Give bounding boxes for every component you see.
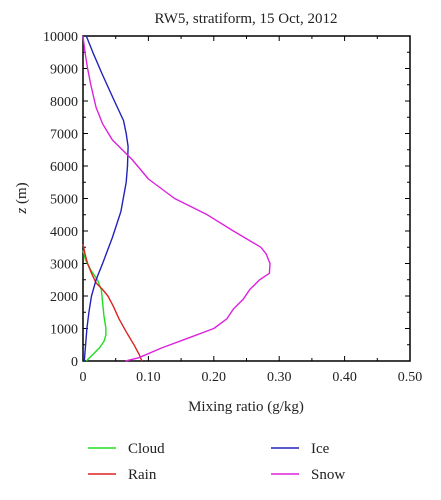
- y-axis-ticks: 0 1000 2000 3000 4000 5000 6000 7000 8000 9000 100…: [43, 30, 410, 370]
- x-tick-label: 0.10: [136, 370, 161, 385]
- series-line-rain: [82, 243, 143, 362]
- y-tick-label: 4000: [50, 225, 78, 240]
- y-axis-label-var: z: [14, 208, 30, 215]
- legend-label-snow: Snow: [311, 467, 345, 483]
- legend-label-cloud: Cloud: [128, 441, 165, 457]
- series-line-snow: [82, 35, 271, 362]
- series-lines: [82, 35, 271, 362]
- series-line-cloud: [82, 250, 107, 362]
- x-tick-label: 0.40: [332, 370, 357, 385]
- y-tick-label: 6000: [50, 160, 78, 175]
- y-axis-label-unit: (m): [14, 182, 30, 207]
- y-tick-label: 2000: [50, 290, 78, 305]
- y-tick-label: 8000: [50, 95, 78, 110]
- x-tick-label: 0: [80, 370, 87, 385]
- y-tick-label: 7000: [50, 128, 78, 143]
- legend-label-rain: Rain: [128, 467, 157, 483]
- y-tick-label: 5000: [50, 193, 78, 208]
- chart-title: RW5, stratiform, 15 Oct, 2012: [155, 11, 338, 27]
- legend: Cloud Ice Rain Snow: [88, 441, 345, 483]
- x-axis-label: Mixing ratio (g/kg): [188, 399, 304, 415]
- y-tick-label: 3000: [50, 258, 78, 273]
- x-tick-label: 0.30: [267, 370, 292, 385]
- series-line-ice: [83, 35, 129, 362]
- x-tick-label: 0.20: [202, 370, 227, 385]
- x-tick-label: 0.50: [398, 370, 423, 385]
- y-tick-label: 9000: [50, 63, 78, 78]
- y-tick-label: 1000: [50, 323, 78, 338]
- legend-label-ice: Ice: [311, 441, 330, 457]
- y-axis-label: z (m): [14, 182, 30, 214]
- plot-frame: [82, 35, 411, 362]
- y-tick-label: 10000: [43, 30, 78, 45]
- y-tick-label: 0: [71, 355, 78, 370]
- x-axis-ticks: 0 0.10 0.20 0.30 0.40 0.50: [80, 36, 423, 385]
